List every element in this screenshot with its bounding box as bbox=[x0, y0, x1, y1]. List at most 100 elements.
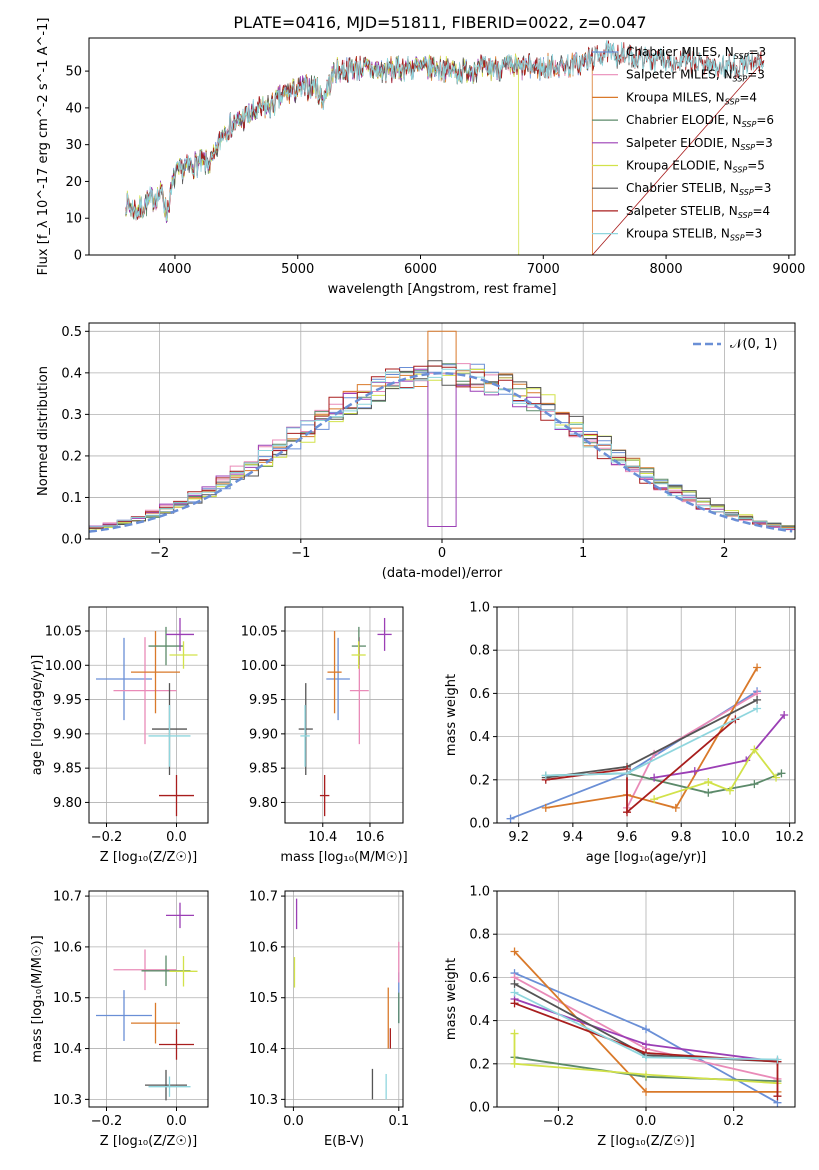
y-tick-label: 10.7 bbox=[53, 890, 82, 905]
residuals-plot-area bbox=[89, 330, 795, 533]
legend-count: =3 bbox=[754, 181, 772, 195]
weight-marker bbox=[510, 988, 519, 997]
legend-entry: Kroupa STELIB, NSSP=3 bbox=[626, 227, 762, 243]
legend-entry: Salpeter STELIB, NSSP=4 bbox=[626, 204, 770, 220]
x-tick-label: 0.1 bbox=[388, 1114, 409, 1129]
weight-marker bbox=[642, 1087, 650, 1096]
y-tick-label: 50 bbox=[65, 65, 82, 80]
y-axis-label: mass [log₁₀(M/M☉)] bbox=[30, 935, 45, 1062]
mass-weight-vs-z-panel: −0.2 0.0 0.2 0.0 0.2 0.4 0.6 0.8 1.0 Z [log₁₀(Z/Z… bbox=[444, 885, 796, 1149]
age-vs-z-panel: −0.2 0.0 9.80 9.85 9.90 9.95 10.00 10.05 Z [log₁… bbox=[30, 606, 209, 865]
weight-marker bbox=[506, 814, 515, 823]
y-tick-label: 10.6 bbox=[53, 940, 82, 955]
y-tick-label: 9.90 bbox=[249, 727, 278, 742]
spectrum-line bbox=[125, 56, 519, 223]
y-axis-label: age [log₁₀(age/yr)] bbox=[30, 655, 45, 776]
weight-marker bbox=[777, 769, 786, 778]
legend-sub: SSP bbox=[733, 166, 748, 175]
legend-count: =6 bbox=[756, 113, 774, 127]
x-axis-label: Z [log₁₀(Z/Z☉)] bbox=[100, 1134, 197, 1149]
weight-marker bbox=[725, 786, 734, 795]
x-tick-label: −2 bbox=[150, 546, 169, 561]
weight-marker bbox=[773, 1092, 782, 1101]
weight-marker bbox=[650, 773, 659, 782]
weight-marker bbox=[623, 808, 632, 817]
weight-marker bbox=[772, 773, 781, 782]
mass-vs-ebv-panel: 0.0 0.1 10.3 10.4 10.5 10.6 10.7 E(B-V) bbox=[249, 890, 409, 1149]
y-tick-label: 0.3 bbox=[61, 408, 82, 423]
weight-marker bbox=[650, 795, 659, 804]
weight-marker bbox=[510, 979, 519, 988]
x-tick-label: −1 bbox=[291, 546, 310, 561]
y-tick-label: 0.4 bbox=[469, 730, 490, 745]
histogram-step bbox=[89, 368, 795, 531]
spectrum-panel: 4000 5000 6000 7000 8000 9000 0 10 20 30 40 50 wavel… bbox=[36, 18, 805, 297]
axes-frame bbox=[284, 890, 404, 1108]
panels: 4000 5000 6000 7000 8000 900001020304050wavel… bbox=[30, 18, 805, 1149]
legend-entry: Kroupa MILES, NSSP=4 bbox=[626, 90, 757, 106]
mass-vs-z-plot-area bbox=[96, 902, 198, 1101]
y-tick-label: 9.95 bbox=[249, 693, 278, 708]
y-tick-label: 30 bbox=[65, 138, 82, 153]
x-axis-label: age [log₁₀(age/yr)] bbox=[586, 850, 707, 865]
weight-marker bbox=[704, 777, 713, 786]
y-tick-label: 0.8 bbox=[469, 928, 490, 943]
legend-count: =3 bbox=[755, 136, 773, 150]
y-tick-label: 0.0 bbox=[469, 817, 490, 832]
y-tick-label: 0.4 bbox=[61, 366, 82, 381]
y-tick-label: 40 bbox=[65, 101, 82, 116]
x-tick-label: 0 bbox=[438, 546, 446, 561]
weight-marker bbox=[704, 788, 713, 797]
weight-marker bbox=[753, 663, 762, 672]
mass-weight-vs-age-panel: 9.2 9.4 9.6 9.8 10.0 10.2 0.0 0.2 0.4 0.6 0.8 1.0 ag… bbox=[444, 601, 804, 866]
x-axis-label: E(B-V) bbox=[324, 1134, 364, 1149]
y-tick-label: 10.00 bbox=[241, 659, 278, 674]
weight-marker bbox=[750, 780, 759, 789]
weight-marker bbox=[510, 947, 519, 956]
y-tick-label: 0.8 bbox=[469, 644, 490, 659]
weight-marker bbox=[780, 711, 789, 719]
y-tick-label: 10 bbox=[65, 212, 82, 227]
x-axis-label: Z [log₁₀(Z/Z☉)] bbox=[597, 1134, 694, 1149]
y-tick-label: 10.6 bbox=[249, 940, 278, 955]
weight-marker bbox=[642, 1025, 650, 1034]
x-tick-label: 0.0 bbox=[166, 1114, 187, 1129]
weight-marker bbox=[642, 1070, 650, 1079]
x-tick-label: 7000 bbox=[527, 262, 560, 277]
x-tick-label: 10.4 bbox=[308, 830, 337, 845]
x-tick-label: 9.8 bbox=[671, 830, 692, 845]
y-tick-label: 10.4 bbox=[53, 1042, 82, 1057]
residuals-panel: −2 −1 0 1 2 0.0 0.1 0.2 0.3 0.4 0.5 (data-model)/er… bbox=[36, 322, 796, 581]
legend-sub: SSP bbox=[738, 211, 753, 220]
y-tick-label: 9.80 bbox=[249, 796, 278, 811]
mass-weight-vs-age-plot-area bbox=[506, 663, 789, 823]
weight-marker bbox=[753, 695, 762, 704]
x-axis-label: Z [log₁₀(Z/Z☉)] bbox=[100, 850, 197, 865]
axes-frame bbox=[284, 606, 404, 824]
legend-sub: SSP bbox=[725, 97, 740, 106]
x-axis-label: (data-model)/error bbox=[382, 566, 503, 581]
y-tick-label: 0.2 bbox=[61, 449, 82, 464]
x-tick-label: 10.2 bbox=[775, 830, 804, 845]
x-tick-label: 10.0 bbox=[721, 830, 750, 845]
legend-count: =3 bbox=[747, 68, 765, 82]
x-tick-label: 6000 bbox=[404, 262, 437, 277]
y-tick-label: 0.0 bbox=[61, 533, 82, 548]
y-tick-label: 0.5 bbox=[61, 325, 82, 340]
x-tick-label: −0.2 bbox=[543, 1114, 575, 1129]
x-tick-label: 1 bbox=[579, 546, 587, 561]
y-tick-label: 0.2 bbox=[469, 773, 490, 788]
y-tick-label: 10.00 bbox=[45, 659, 82, 674]
legend-entry: Chabrier STELIB, NSSP=3 bbox=[626, 181, 771, 197]
mass-vs-z-panel: −0.2 0.0 10.3 10.4 10.5 10.6 10.7 Z [log₁₀(Z/Z☉… bbox=[30, 890, 209, 1149]
x-tick-label: 0.2 bbox=[723, 1114, 744, 1129]
x-tick-label: 0.0 bbox=[166, 830, 187, 845]
x-tick-label: 0.0 bbox=[283, 1114, 304, 1129]
legend-entry: Salpeter MILES, NSSP=3 bbox=[626, 68, 765, 84]
legend-count: =3 bbox=[745, 227, 763, 241]
y-tick-label: 10.7 bbox=[249, 890, 278, 905]
y-tick-label: 20 bbox=[65, 175, 82, 190]
x-tick-label: 9.6 bbox=[617, 830, 638, 845]
x-tick-label: 5000 bbox=[281, 262, 314, 277]
